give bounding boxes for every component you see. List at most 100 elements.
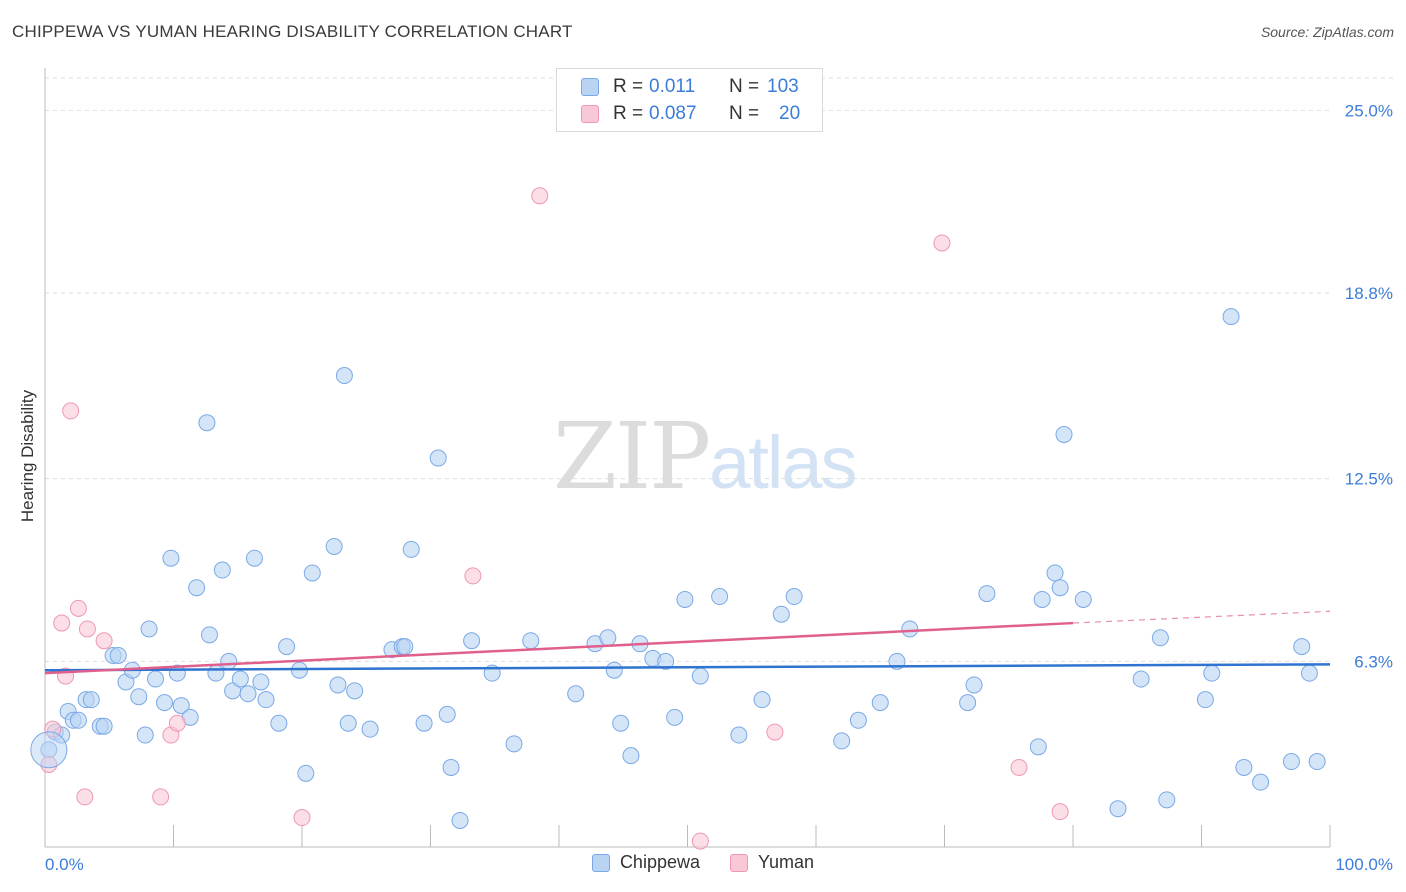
legend-r-value: 0.087 <box>649 103 697 124</box>
chippewa-point <box>69 711 87 729</box>
watermark-atlas: atlas <box>709 421 857 504</box>
chippewa-point <box>451 811 469 829</box>
chippewa-cluster-point <box>30 731 68 769</box>
legend-r-label: R = <box>613 76 644 97</box>
chippewa-point <box>833 732 851 750</box>
source-label: Source: ZipAtlas.com <box>1260 24 1394 40</box>
legend-row-yuman: R = 0.087 N = 20 <box>581 101 800 127</box>
chippewa-point <box>429 449 447 467</box>
chippewa-point <box>335 367 353 385</box>
chippewa-point <box>156 694 174 712</box>
legend-item-yuman[interactable]: Yuman <box>730 852 814 873</box>
chippewa-point <box>666 708 684 726</box>
yuman-point <box>933 234 951 252</box>
chippewa-point <box>270 714 288 732</box>
chippewa-point <box>772 605 790 623</box>
legend-label-chippewa: Chippewa <box>619 852 700 872</box>
chippewa-point <box>442 758 460 776</box>
chippewa-point <box>1051 579 1069 597</box>
legend-row-chippewa: R = 0.011 N = 103 <box>581 74 799 100</box>
chippewa-point <box>901 620 919 638</box>
y-tick-label: 18.8% <box>1345 284 1393 303</box>
chippewa-point <box>239 685 257 703</box>
chippewa-point <box>172 697 190 715</box>
yuman-point <box>78 620 96 638</box>
chippewa-point <box>1300 664 1318 682</box>
chippewa-point <box>200 626 218 644</box>
yuman-point <box>69 599 87 617</box>
chippewa-point <box>252 673 270 691</box>
chippewa-point <box>257 691 275 709</box>
chippewa-point <box>1151 629 1169 647</box>
chippewa-point <box>612 714 630 732</box>
chippewa-point <box>303 564 321 582</box>
chippewa-point <box>147 670 165 688</box>
chippewa-point <box>599 629 617 647</box>
legend-r-value: 0.011 <box>649 76 696 97</box>
chippewa-point <box>130 688 148 706</box>
chippewa-point <box>207 664 225 682</box>
legend-label-yuman: Yuman <box>758 852 815 872</box>
chippewa-point <box>978 585 996 603</box>
yuman-point <box>1051 803 1069 821</box>
chippewa-point <box>1029 738 1047 756</box>
yuman-point <box>691 832 709 850</box>
chippewa-point <box>140 620 158 638</box>
chippewa-point <box>1282 753 1300 771</box>
x-tick-label-min: 0.0% <box>45 855 84 874</box>
axes <box>44 68 1331 848</box>
chippewa-point <box>136 726 154 744</box>
stats-legend: R = 0.011 N = 103 R = 0.087 N = 20 <box>556 68 823 132</box>
chippewa-trend-line <box>44 663 1331 672</box>
chart-title: CHIPPEWA VS YUMAN HEARING DISABILITY COR… <box>12 22 573 41</box>
chippewa-point <box>1222 308 1240 326</box>
watermark: ZIPatlas <box>553 403 857 510</box>
legend-r-label: R = <box>613 103 644 124</box>
chippewa-point <box>415 714 433 732</box>
legend-n-value: 103 <box>767 76 799 97</box>
chippewa-point <box>82 691 100 709</box>
chippewa-point <box>1158 791 1176 809</box>
chippewa-point <box>676 590 694 608</box>
y-axis-label: Hearing Disability <box>18 389 37 522</box>
legend-item-chippewa[interactable]: Chippewa <box>591 852 700 873</box>
chippewa-point <box>1055 425 1073 443</box>
chippewa-point <box>965 676 983 694</box>
chippewa-point <box>245 549 263 567</box>
chippewa-point <box>1203 664 1221 682</box>
chippewa-point <box>567 685 585 703</box>
legend-n-label: N = <box>729 103 760 124</box>
chippewa-point <box>346 682 364 700</box>
chippewa-point <box>339 714 357 732</box>
yuman-point <box>76 788 94 806</box>
chippewa-point <box>1074 590 1092 608</box>
chippewa-point <box>220 652 238 670</box>
legend-swatch-yuman <box>730 853 748 872</box>
series-legend: Chippewa Yuman <box>0 852 1406 873</box>
chippewa-point <box>849 711 867 729</box>
chippewa-point <box>278 638 296 656</box>
chippewa-point <box>691 667 709 685</box>
legend-swatch-chippewa <box>591 853 610 872</box>
chippewa-point <box>505 735 523 753</box>
chippewa-point <box>1109 800 1127 818</box>
y-tick-label: 6.3% <box>1354 652 1393 671</box>
chippewa-point <box>785 588 803 606</box>
chippewa-point <box>753 691 771 709</box>
watermark-zip: ZIP <box>553 403 711 510</box>
chippewa-point <box>622 747 640 765</box>
y-tick-label: 12.5% <box>1345 470 1393 489</box>
yuman-point <box>95 632 113 650</box>
chippewa-point <box>730 726 748 744</box>
chippewa-point <box>198 414 216 432</box>
chippewa-point <box>329 676 347 694</box>
chippewa-point <box>657 652 675 670</box>
chippewa-point <box>1293 638 1311 656</box>
chippewa-point <box>605 661 623 679</box>
chippewa-point <box>1046 564 1064 582</box>
chippewa-point <box>402 540 420 558</box>
gridlines <box>45 77 1393 662</box>
chippewa-point <box>463 632 481 650</box>
chippewa-point <box>1252 773 1270 791</box>
chippewa-point <box>522 632 540 650</box>
